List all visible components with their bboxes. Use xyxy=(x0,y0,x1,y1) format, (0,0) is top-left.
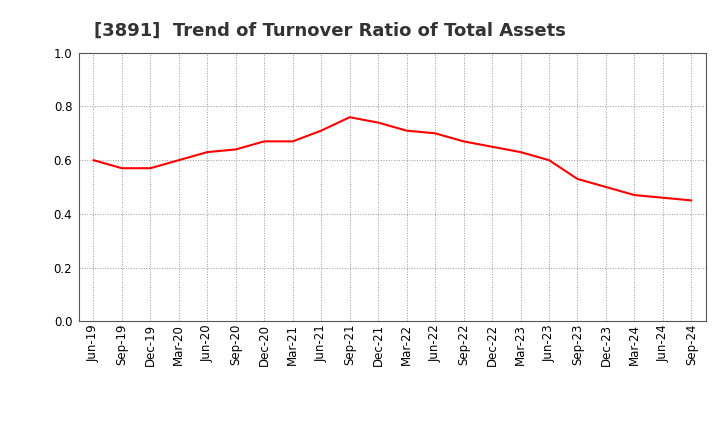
Text: [3891]  Trend of Turnover Ratio of Total Assets: [3891] Trend of Turnover Ratio of Total … xyxy=(94,22,565,40)
